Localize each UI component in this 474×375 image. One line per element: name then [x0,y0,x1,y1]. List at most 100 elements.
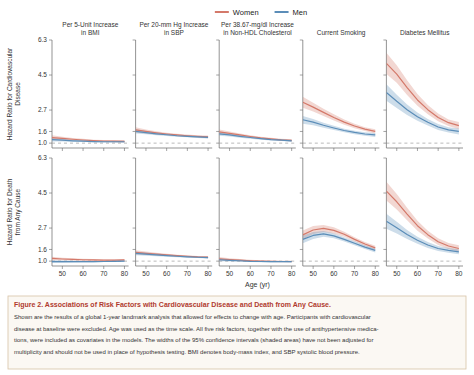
y-tick [49,131,52,132]
y-tick-label: 1.0 [38,139,47,146]
title-line: Diabetes Mellitus [400,29,450,36]
y-axis [52,40,53,148]
series-line [52,261,124,263]
x-tick [103,148,104,151]
x-tick-label: 60 [247,270,255,277]
y-tick [216,110,219,111]
series-line [386,221,458,252]
y-tick [133,40,136,41]
x-tick [458,148,459,151]
title-line: in SBP [164,29,184,36]
series-line [52,258,124,260]
y-tick [216,261,219,262]
x-tick [62,148,63,151]
y-tick [133,193,136,194]
panel-title: Diabetes Mellitus [400,29,450,36]
x-tick [145,148,146,151]
plot-area [136,127,213,143]
y-tick-label: 2.7 [38,106,47,113]
panel: Per 20-mm Hg Increasein SBP [133,21,213,151]
y-axis [302,158,303,266]
y-label-line: Hazard Ratio for Death [6,178,13,245]
ci-band [52,135,124,142]
panel: 50607080 [300,158,380,277]
y-tick [133,261,136,262]
series-line [52,140,124,142]
panel: 50607080Age (yr) [216,158,296,289]
x-tick-label: 80 [204,270,212,277]
x-tick [291,148,292,151]
x-tick-label: 60 [330,270,338,277]
y-tick [383,249,386,250]
x-tick [417,266,418,269]
panel: 50607080 [383,158,463,277]
x-tick-label: 70 [267,270,275,277]
series-line [386,63,458,125]
y-axis [302,40,303,148]
series-line [219,260,291,262]
y-label-line: Disease [14,82,21,106]
series-line [219,259,291,262]
x-tick-label: 70 [435,270,443,277]
x-tick-label: 50 [59,270,67,277]
caption-line: tions, were included as covariates in th… [14,337,373,343]
y-tick [133,75,136,76]
legend-label: Men [293,8,308,17]
panel: 50607080 [133,158,213,277]
y-tick [300,193,303,194]
series-line [52,138,124,142]
caption-line: Shown are the results of a global 1-year… [14,314,371,320]
y-label: Hazard Ratio for Deathfrom Any Cause [6,178,22,245]
title-line: Per 5-Unit Increase [62,21,118,28]
series-line [136,130,208,137]
title-line: in Non-HDL Cholesterol [223,29,292,36]
x-tick-label: 50 [142,270,150,277]
ci-band [136,129,208,138]
legend-swatch [215,11,229,13]
y-axis [52,158,53,266]
caption-box [8,296,466,369]
x-tick [396,148,397,151]
y-tick [383,75,386,76]
x-axis [136,148,213,149]
x-axis [52,148,129,149]
y-tick [216,143,219,144]
reference-line [303,261,380,262]
y-tick [383,40,386,41]
y-tick [49,249,52,250]
y-tick-label: 1.0 [38,257,47,264]
x-tick [250,148,251,151]
x-tick [417,148,418,151]
reference-line [52,143,129,144]
caption-line: Figure 2. Associations of Risk Factors w… [14,301,331,309]
ci-band [219,257,291,262]
x-tick-label: 50 [393,270,401,277]
y-label: Hazard Ratio for CardiovascularDisease [6,47,21,140]
y-tick [216,40,219,41]
series-line [303,102,375,131]
x-tick [166,266,167,269]
x-tick-label: 60 [414,270,422,277]
series-line [136,252,208,257]
x-tick [166,148,167,151]
panel-title: Per 20-mm Hg Increasein SBP [139,21,208,36]
y-tick [133,249,136,250]
reference-line [136,143,213,144]
x-tick [375,148,376,151]
x-tick [354,148,355,151]
y-tick [300,261,303,262]
plot-area [52,135,129,143]
y-tick [300,40,303,41]
x-tick [270,148,271,151]
x-tick [333,148,334,151]
caption-line: disease at baseline were excluded. Age w… [14,326,379,332]
title-line: Current Smoking [317,29,366,37]
x-axis [219,148,296,149]
x-tick [333,266,334,269]
series-line [136,131,208,137]
y-tick [383,228,386,229]
x-tick [354,266,355,269]
plot-area [303,225,380,261]
y-tick-label: 2.7 [38,224,47,231]
x-tick [208,266,209,269]
